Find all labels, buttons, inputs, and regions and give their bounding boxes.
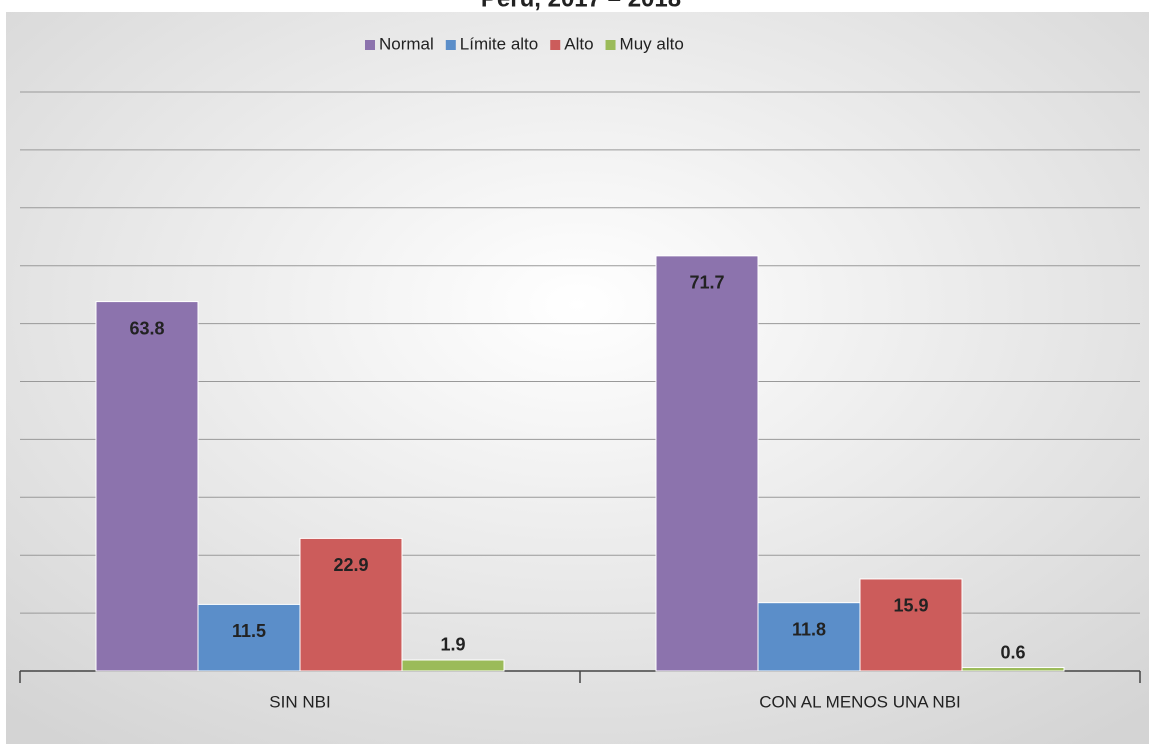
legend-swatch [365,40,375,50]
legend-label: Límite alto [460,34,538,53]
bar [401,659,505,672]
value-label: 11.8 [792,619,826,639]
legend-label: Normal [379,34,434,53]
legend-swatch [605,40,616,50]
x-tick-label: CON AL MENOS UNA NBI [759,692,961,711]
bar [95,301,199,672]
chart-title: Perú, 2017 – 2018 [481,0,681,12]
bar [859,578,963,672]
value-label: 22.9 [333,555,368,575]
x-tick-label: SIN NBI [269,692,330,711]
bar [299,537,403,672]
bar [757,602,861,672]
bar [655,255,759,672]
bar [961,667,1065,672]
value-label: 15.9 [893,596,928,616]
value-label: 11.5 [232,621,266,641]
legend-label: Alto [564,34,593,53]
legend-label: Muy alto [620,34,684,53]
value-label: 0.6 [1000,642,1025,662]
legend-swatch [550,40,561,50]
value-label: 71.7 [689,273,724,293]
value-label: 1.9 [440,635,465,655]
value-label: 63.8 [129,318,164,338]
legend-swatch [445,40,456,50]
bar [197,603,301,672]
